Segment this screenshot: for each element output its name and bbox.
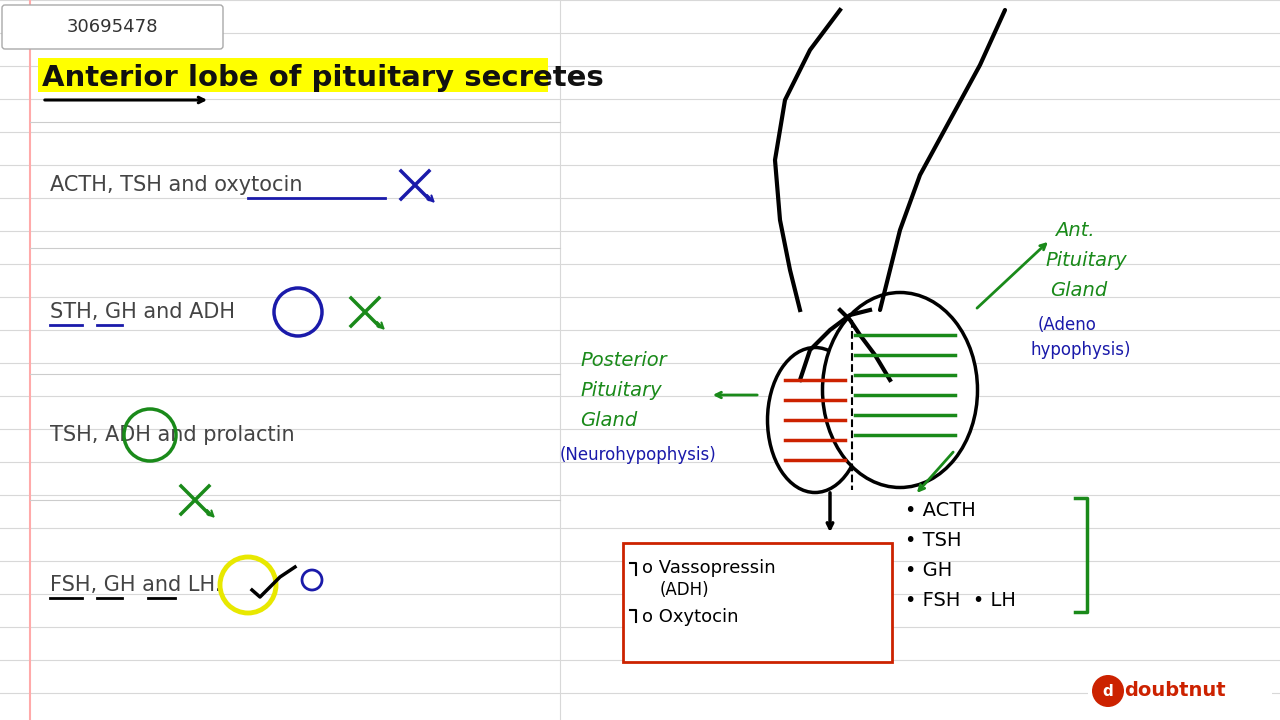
Text: Gland: Gland [580,410,637,430]
Text: Gland: Gland [1050,281,1107,300]
Text: Ant.: Ant. [1055,220,1094,240]
Text: Pituitary: Pituitary [1044,251,1126,269]
Text: (Adeno: (Adeno [1038,316,1097,334]
Text: o Oxytocin: o Oxytocin [643,608,739,626]
Text: TSH, ADH and prolactin: TSH, ADH and prolactin [50,425,294,445]
Circle shape [1092,675,1124,707]
Text: doubtnut: doubtnut [1124,682,1226,701]
FancyBboxPatch shape [3,5,223,49]
FancyBboxPatch shape [38,58,548,92]
Text: (Neurohypophysis): (Neurohypophysis) [561,446,717,464]
Ellipse shape [823,292,978,487]
FancyBboxPatch shape [623,543,892,662]
FancyBboxPatch shape [1088,666,1272,715]
Text: • GH: • GH [905,560,952,580]
Text: STH, GH and ADH: STH, GH and ADH [50,302,236,322]
Text: FSH, GH and LH.: FSH, GH and LH. [50,575,221,595]
Text: (ADH): (ADH) [660,581,709,599]
Text: ACTH, TSH and oxytocin: ACTH, TSH and oxytocin [50,175,302,195]
Text: Posterior: Posterior [580,351,667,369]
Text: • TSH: • TSH [905,531,961,549]
Text: Anterior lobe of pituitary secretes: Anterior lobe of pituitary secretes [42,64,604,92]
Text: Pituitary: Pituitary [580,380,662,400]
Text: 30695478: 30695478 [67,18,157,36]
Text: hypophysis): hypophysis) [1030,341,1130,359]
Text: • FSH  • LH: • FSH • LH [905,590,1016,610]
Text: o Vassopressin: o Vassopressin [643,559,776,577]
Text: • ACTH: • ACTH [905,500,975,520]
Ellipse shape [768,348,863,492]
Text: d: d [1102,683,1114,698]
